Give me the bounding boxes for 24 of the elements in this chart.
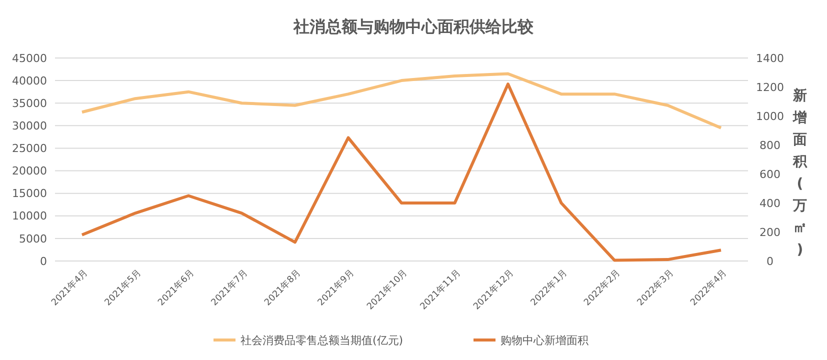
- y-tick-label: 30000: [12, 120, 47, 133]
- y-tick-label: 20000: [12, 164, 47, 178]
- chart-title: 社消总额与购物中心面积供给比较: [292, 17, 534, 36]
- line-series: [80, 82, 722, 262]
- y2-tick-label: 800: [760, 138, 780, 152]
- y2-tick-label: 1000: [756, 110, 784, 123]
- y2-tick-label: 200: [760, 226, 780, 239]
- legend-label: 社会消费品零售总额当期值(亿元): [240, 334, 404, 347]
- legend-label: 购物中心新增面积: [500, 334, 588, 347]
- y2-tick-label: 600: [760, 168, 780, 181]
- y2-axis-title: 新增面积(万㎡): [792, 87, 808, 258]
- y-tick-label: 15000: [12, 187, 47, 200]
- y-tick-label: 45000: [12, 52, 47, 65]
- y-tick-label: 0: [40, 254, 47, 268]
- y2-tick-label: 0: [766, 254, 774, 268]
- y2-tick-label: 1200: [756, 80, 784, 94]
- y-tick-label: 25000: [12, 142, 47, 156]
- y-tick-label: 35000: [12, 96, 47, 110]
- line-series: [80, 72, 722, 130]
- y-tick-label: 10000: [12, 210, 47, 223]
- y2-tick-label: 1400: [756, 52, 784, 65]
- y-tick-label: 5000: [19, 232, 47, 246]
- y2-tick-label: 400: [760, 196, 780, 210]
- y-tick-label: 40000: [12, 74, 47, 88]
